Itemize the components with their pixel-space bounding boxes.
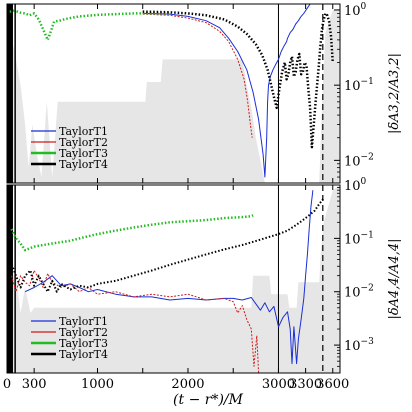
series-taylort4 bbox=[142, 10, 335, 149]
legend-label-taylort1: TaylorT1 bbox=[59, 125, 108, 138]
series-taylort1 bbox=[24, 190, 314, 365]
x-tick-label: 300 bbox=[22, 377, 47, 392]
legend-label-taylort1: TaylorT1 bbox=[59, 315, 108, 328]
x-tick-label: 3300 bbox=[289, 377, 322, 392]
legend-label-taylort2: TaylorT2 bbox=[59, 136, 108, 149]
legend-label-taylort4: TaylorT4 bbox=[59, 158, 108, 171]
series-taylort3 bbox=[9, 9, 170, 42]
series-taylort4 bbox=[7, 197, 325, 293]
uncertainty-band bbox=[7, 185, 340, 373]
series-taylort2 bbox=[142, 13, 253, 138]
y-tick-label: 10−2 bbox=[344, 152, 374, 169]
y-tick-label: 100 bbox=[344, 2, 367, 19]
legend-label-taylort3: TaylorT3 bbox=[59, 337, 108, 350]
y-tick-label: 100 bbox=[344, 177, 367, 194]
series-taylort3 bbox=[10, 214, 254, 252]
x-tick-label: 3000 bbox=[262, 377, 295, 392]
legend-label-taylort2: TaylorT2 bbox=[59, 326, 108, 339]
legend-label-taylort4: TaylorT4 bbox=[59, 348, 108, 361]
bottom-panel: 10−3 10−2 10−1 100 |δA4,4/A4,4| 0 300 1000 2000 3… bbox=[3, 177, 402, 392]
x-tick-label: 1000 bbox=[81, 377, 114, 392]
x-tick-label: 3600 bbox=[316, 377, 349, 392]
y-tick-label: 10−3 bbox=[344, 337, 374, 354]
series-taylort2 bbox=[11, 270, 260, 373]
top-panel: 10−210−1100|δA3,2/A3,2|TaylorT1TaylorT2T… bbox=[6, 2, 402, 184]
uncertainty-band bbox=[7, 10, 340, 183]
plot-frame bbox=[6, 3, 341, 184]
y-tick-label: 10−2 bbox=[344, 284, 374, 301]
legend-label-taylort3: TaylorT3 bbox=[59, 147, 108, 160]
plot-frame bbox=[6, 184, 341, 374]
x-tick-label: 2000 bbox=[171, 377, 204, 392]
y-tick-label: 10−1 bbox=[344, 77, 374, 94]
x-tick-label: 0 bbox=[3, 377, 11, 392]
y-axis-label: |δA3,2/A3,2| bbox=[387, 53, 402, 134]
x-axis-label: (t − r*)/M bbox=[173, 392, 244, 408]
y-axis-label: |δA4,4/A4,4| bbox=[387, 238, 402, 319]
y-tick-label: 10−1 bbox=[344, 230, 374, 247]
